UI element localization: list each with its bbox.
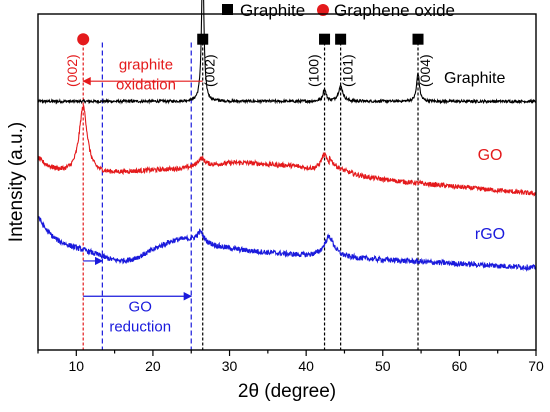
plot-frame xyxy=(37,13,537,351)
series-line-go xyxy=(37,105,537,197)
axes: 10 20 30 40 50 60 70 xyxy=(37,13,544,374)
x-tick-label-40: 40 xyxy=(298,358,314,374)
x-tick-label-30: 30 xyxy=(222,358,238,374)
annotation-text-1-0: GO xyxy=(129,298,152,315)
peak-label-2: (100) xyxy=(306,54,322,87)
graphene-oxide-marker-0 xyxy=(77,33,90,46)
series-line-rgo xyxy=(37,215,537,273)
annotation-text-0-0: graphite xyxy=(119,56,173,73)
graphite-marker-2 xyxy=(319,33,331,45)
x-tick-label-60: 60 xyxy=(452,358,468,374)
legend-label-graphene-oxide: Graphene oxide xyxy=(334,1,455,20)
series-label-graphite: Graphite xyxy=(444,70,505,87)
legend-label-graphite: Graphite xyxy=(240,1,305,20)
x-tick-label-10: 10 xyxy=(69,358,85,374)
series-lines xyxy=(37,0,537,273)
x-tick-label-50: 50 xyxy=(375,358,391,374)
x-axis-title: 2θ (degree) xyxy=(238,381,336,402)
graphite-marker-3 xyxy=(335,33,347,45)
x-tick-label-70: 70 xyxy=(528,358,544,374)
peak-labels: (002) (002) (100) (101) (004) xyxy=(64,54,433,87)
legend-marker-graphene-oxide xyxy=(317,4,329,16)
legend: Graphite Graphene oxide xyxy=(222,1,455,20)
series-label-rgo: rGO xyxy=(475,226,505,243)
annotation-text-1-1: reduction xyxy=(109,319,171,336)
annotation-text-0-1: oxidation xyxy=(116,77,176,94)
peak-label-1: (002) xyxy=(202,54,218,87)
peak-label-4: (004) xyxy=(417,54,433,87)
graphite-marker-1 xyxy=(197,33,209,45)
x-tick-label-20: 20 xyxy=(145,358,161,374)
y-axis-title: Intensity (a.u.) xyxy=(6,122,27,242)
graphite-marker-4 xyxy=(412,33,424,45)
legend-marker-graphite xyxy=(222,4,233,15)
series-label-go: GO xyxy=(478,147,503,164)
series-labels: Graphite GO rGO xyxy=(444,70,505,243)
peak-label-3: (101) xyxy=(340,54,356,87)
annotations: graphite oxidation GO reduction xyxy=(82,56,203,336)
peak-markers xyxy=(77,33,424,46)
peak-label-0: (002) xyxy=(64,54,80,87)
series-line-graphite xyxy=(37,0,537,105)
